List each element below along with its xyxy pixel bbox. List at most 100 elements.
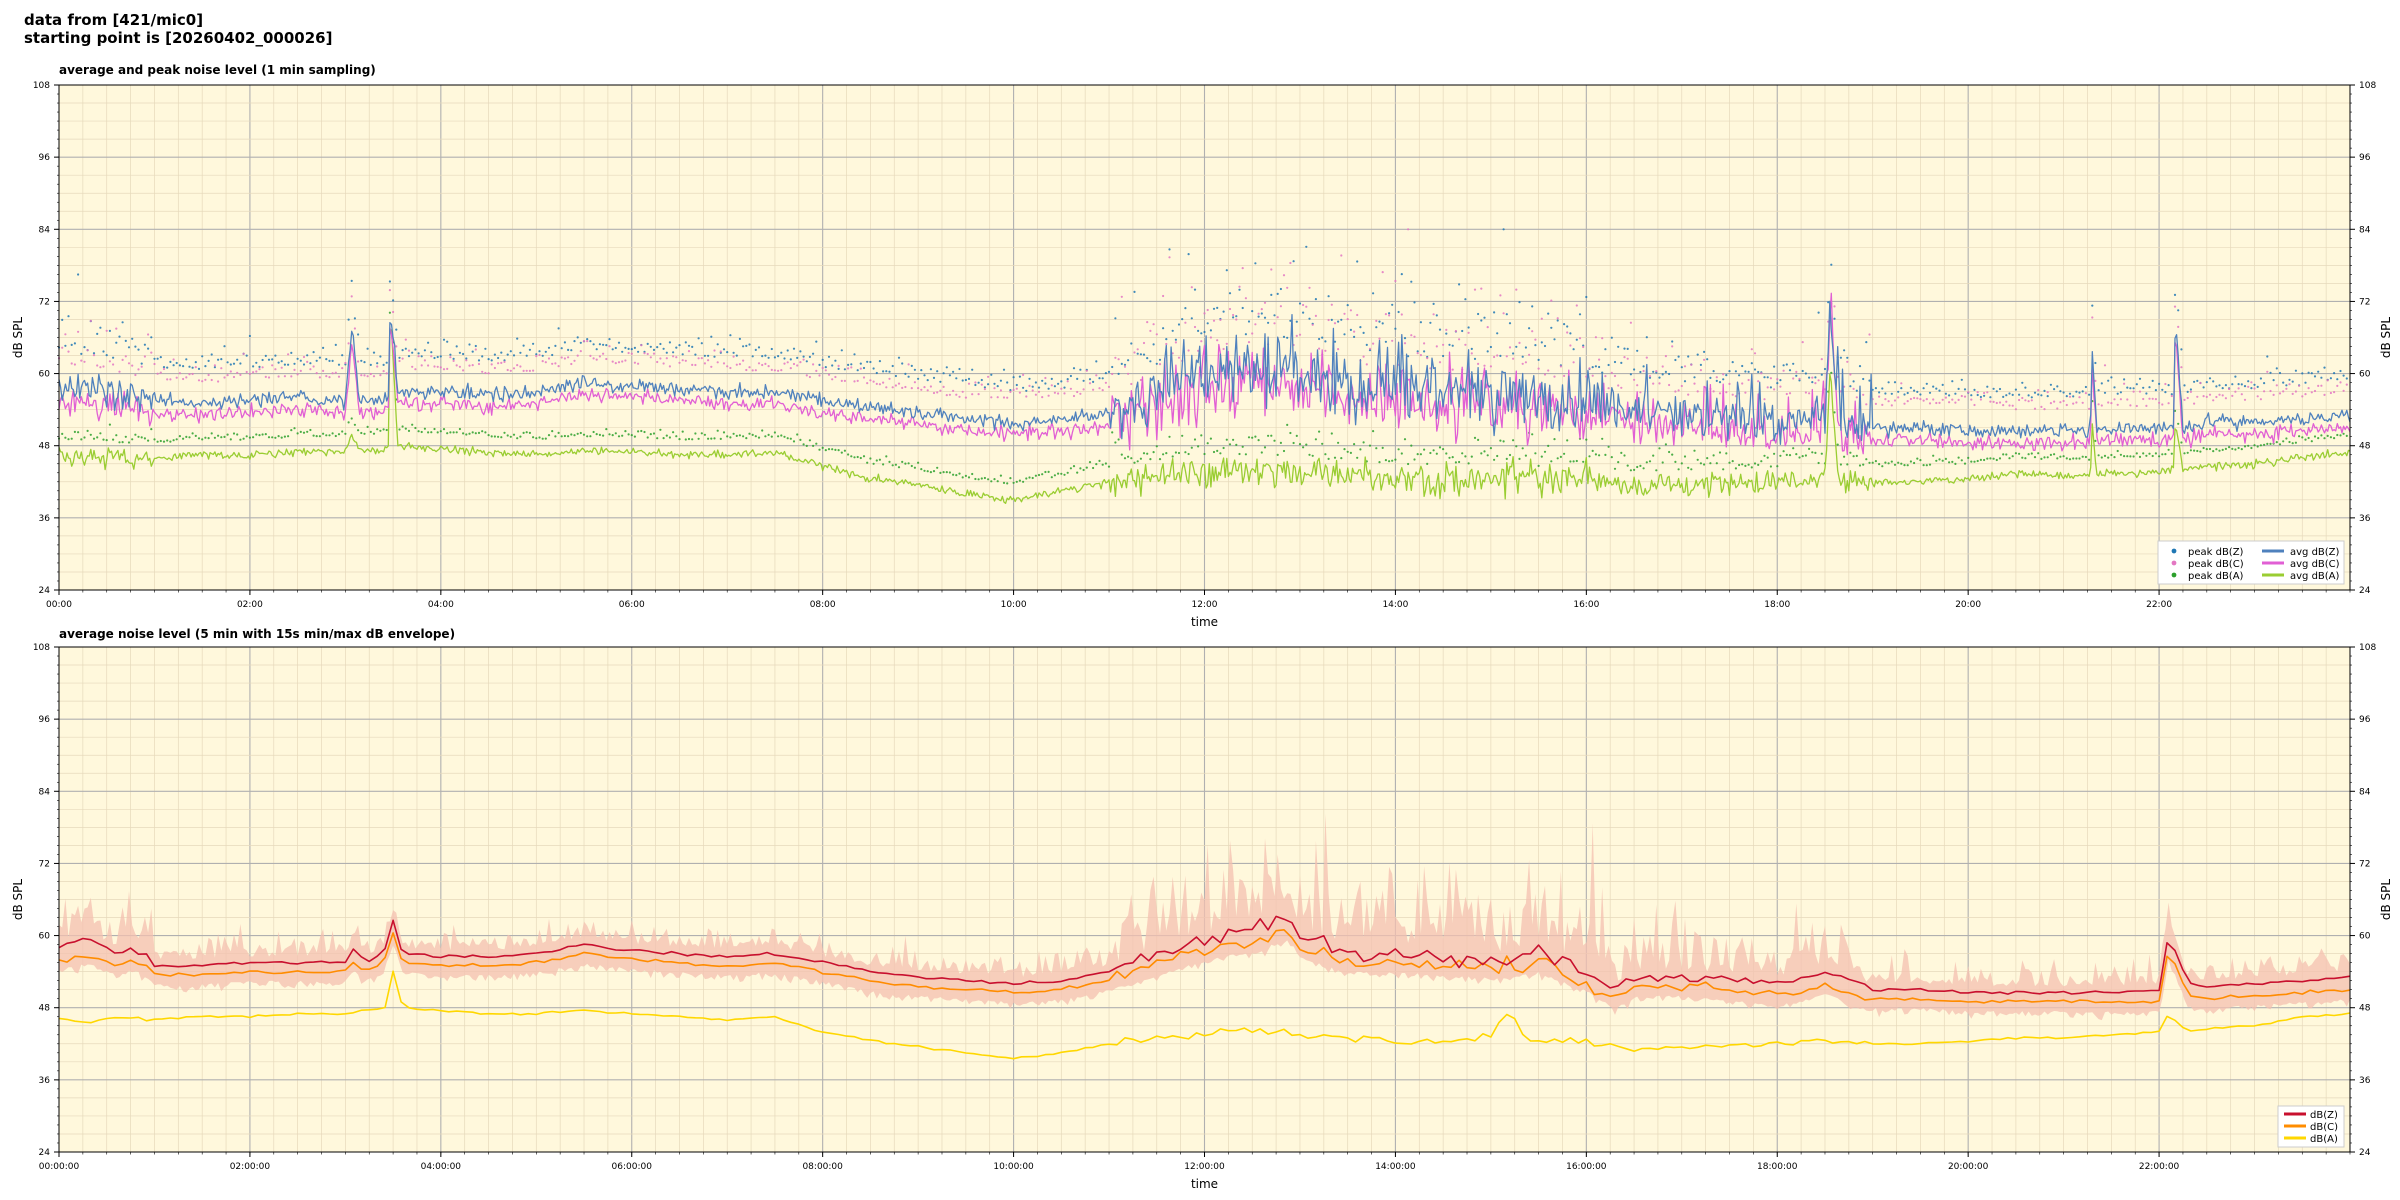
peak-point [1006, 482, 1009, 485]
peak-point [1410, 334, 1413, 337]
peak-point [764, 435, 767, 438]
peak-point [1333, 322, 1337, 325]
peak-point [812, 363, 815, 366]
peak-point [745, 437, 748, 440]
peak-point [754, 348, 757, 351]
peak-point [1709, 462, 1712, 465]
peak-point [306, 354, 309, 357]
legend-z: dB(Z) [2310, 1110, 2338, 1121]
peak-point [1645, 461, 1648, 464]
peak-point [191, 372, 194, 376]
peak-point [423, 359, 426, 362]
y-tick-label: 36 [39, 514, 51, 524]
peak-point [2167, 384, 2170, 387]
header-source-line: data from [421/mic0] [24, 11, 204, 29]
peak-point [812, 444, 815, 447]
peak-point [1744, 391, 1747, 394]
peak-point [983, 386, 987, 389]
peak-point [70, 437, 73, 440]
peak-point [1512, 352, 1515, 355]
peak-point [1050, 377, 1053, 380]
peak-point [1540, 341, 1543, 344]
peak-point [420, 430, 423, 434]
peak-point [484, 431, 487, 434]
peak-point [2097, 389, 2100, 392]
series-line-avg-db-z- [58, 300, 2351, 445]
peak-point [271, 364, 274, 367]
peak-point [1998, 387, 2002, 391]
peak-point [2205, 395, 2208, 398]
peak-point [131, 337, 134, 340]
peak-point [1060, 387, 1063, 390]
peak-point [1515, 288, 1518, 291]
peak-point [99, 326, 102, 329]
peak-point [1499, 439, 1502, 442]
peak-point [1298, 302, 1302, 305]
peak-point [1871, 461, 1874, 464]
peak-point [112, 356, 115, 359]
peak-point [894, 384, 898, 387]
peak-point [761, 363, 764, 367]
peak-point [2145, 392, 2148, 395]
peak-point [897, 356, 901, 359]
peak-point [512, 354, 516, 357]
peak-point [1142, 341, 1146, 345]
peak-point [1308, 286, 1311, 289]
peak-point [1168, 435, 1171, 438]
peak-point [952, 389, 955, 392]
peak-point [503, 359, 506, 362]
peak-point [1709, 376, 1712, 379]
peak-point [2266, 370, 2269, 373]
peak-point [1642, 365, 1645, 368]
peak-point [573, 340, 576, 343]
peak-point [102, 438, 105, 441]
peak-point [1941, 459, 1944, 462]
peak-point [1623, 347, 1626, 350]
peak-point [869, 360, 872, 364]
peak-point [773, 369, 777, 372]
peak-point [1082, 388, 1085, 391]
peak-point [96, 364, 99, 367]
peak-point [1378, 461, 1381, 464]
peak-point [2342, 374, 2345, 377]
peak-point [1458, 338, 1461, 341]
peak-point [1626, 464, 1629, 467]
peak-point [1852, 380, 1855, 383]
x-tick-label: 12:00:00 [1184, 1162, 1225, 1172]
peak-point [398, 359, 401, 363]
peak-point [710, 335, 713, 338]
peak-point [917, 387, 920, 390]
peak-point [1057, 382, 1060, 385]
y-tick-label: 24 [39, 586, 51, 596]
peak-point [2250, 446, 2253, 450]
peak-point [2310, 372, 2313, 375]
peak-point [252, 436, 255, 439]
peak-point [684, 438, 687, 441]
peak-point [1887, 400, 1890, 403]
peak-point [1391, 339, 1394, 342]
peak-point [465, 433, 468, 436]
peak-point [1808, 447, 1811, 450]
peak-point [757, 362, 761, 365]
peak-point [1486, 350, 1489, 353]
peak-point [1095, 463, 1098, 466]
peak-point [850, 455, 853, 458]
peak-point [1012, 388, 1015, 392]
peak-point [1282, 335, 1286, 338]
peak-point [213, 366, 216, 369]
peak-point [554, 362, 557, 365]
peak-point [182, 365, 185, 368]
peak-point [2193, 380, 2196, 383]
peak-point [2313, 435, 2317, 438]
peak-point [1318, 337, 1321, 341]
peak-point [882, 381, 885, 384]
legend: dB(Z) dB(C) dB(A) [2277, 1105, 2345, 1148]
peak-point [897, 466, 901, 469]
peak-point [675, 435, 678, 438]
peak-point [862, 366, 866, 370]
peak-point [1149, 360, 1152, 363]
peak-point [1079, 467, 1082, 470]
peak-point [1123, 363, 1127, 366]
peak-point [1636, 465, 1639, 469]
peak-point [2288, 440, 2291, 444]
